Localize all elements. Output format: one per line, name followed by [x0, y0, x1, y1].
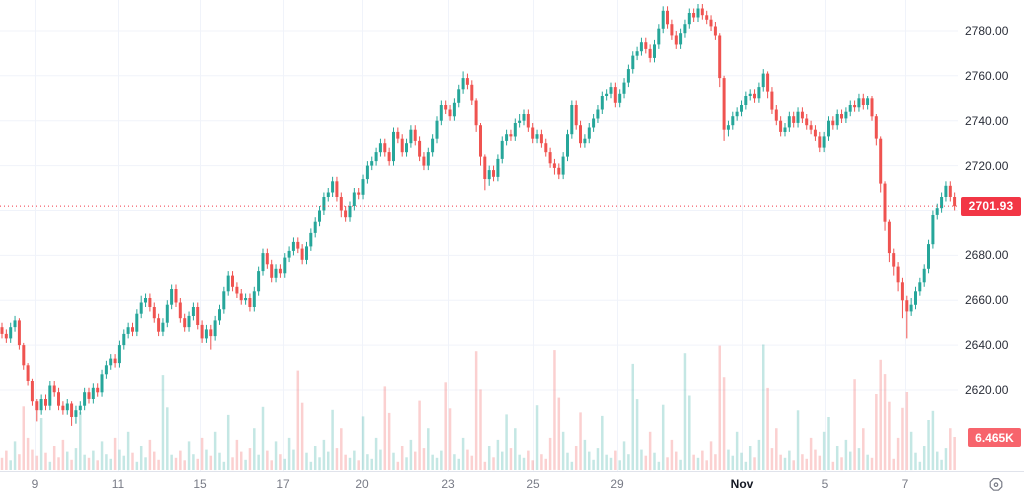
time-tick-label: 5 [821, 477, 829, 491]
time-tick-label: 29 [610, 477, 624, 491]
price-axis[interactable]: 2780.00 2760.00 2740.00 2720.00 2680.00 2660.… [958, 0, 1024, 471]
chart-canvas [0, 0, 958, 471]
time-tick-label: 15 [193, 477, 207, 491]
price-tick-label: 2640.00 [965, 338, 1009, 353]
price-tick-label: 2680.00 [965, 248, 1009, 263]
time-tick-label: 17 [276, 477, 290, 491]
time-tick-label: 20 [355, 477, 369, 491]
last-volume-label: 6.465K [968, 428, 1021, 447]
time-tick-label: 11 [111, 477, 125, 491]
price-tick-label: 2780.00 [965, 24, 1009, 38]
axis-settings-gear-icon[interactable] [986, 475, 1006, 495]
price-tick-label: 2720.00 [965, 158, 1009, 173]
grid-lines [0, 0, 958, 471]
time-tick-label: 7 [901, 477, 909, 491]
price-tick-label: 2660.00 [965, 293, 1009, 308]
time-tick-label: 25 [526, 477, 540, 491]
candles-series [0, 4, 957, 426]
time-axis[interactable]: 9 11 15 17 20 23 25 29 Nov 5 7 [0, 472, 1024, 496]
price-tick-label: 2760.00 [965, 68, 1009, 83]
last-price-label: 2701.93 [961, 196, 1021, 216]
price-tick-label: 2740.00 [965, 113, 1009, 128]
price-tick-label: 2620.00 [965, 383, 1009, 397]
time-tick-label: 23 [441, 477, 455, 491]
candlestick-chart[interactable] [0, 0, 958, 471]
axis-separator [0, 471, 1024, 472]
time-tick-label: 9 [31, 477, 39, 491]
volume-bars [0, 344, 956, 471]
time-tick-label-month: Nov [730, 477, 754, 491]
